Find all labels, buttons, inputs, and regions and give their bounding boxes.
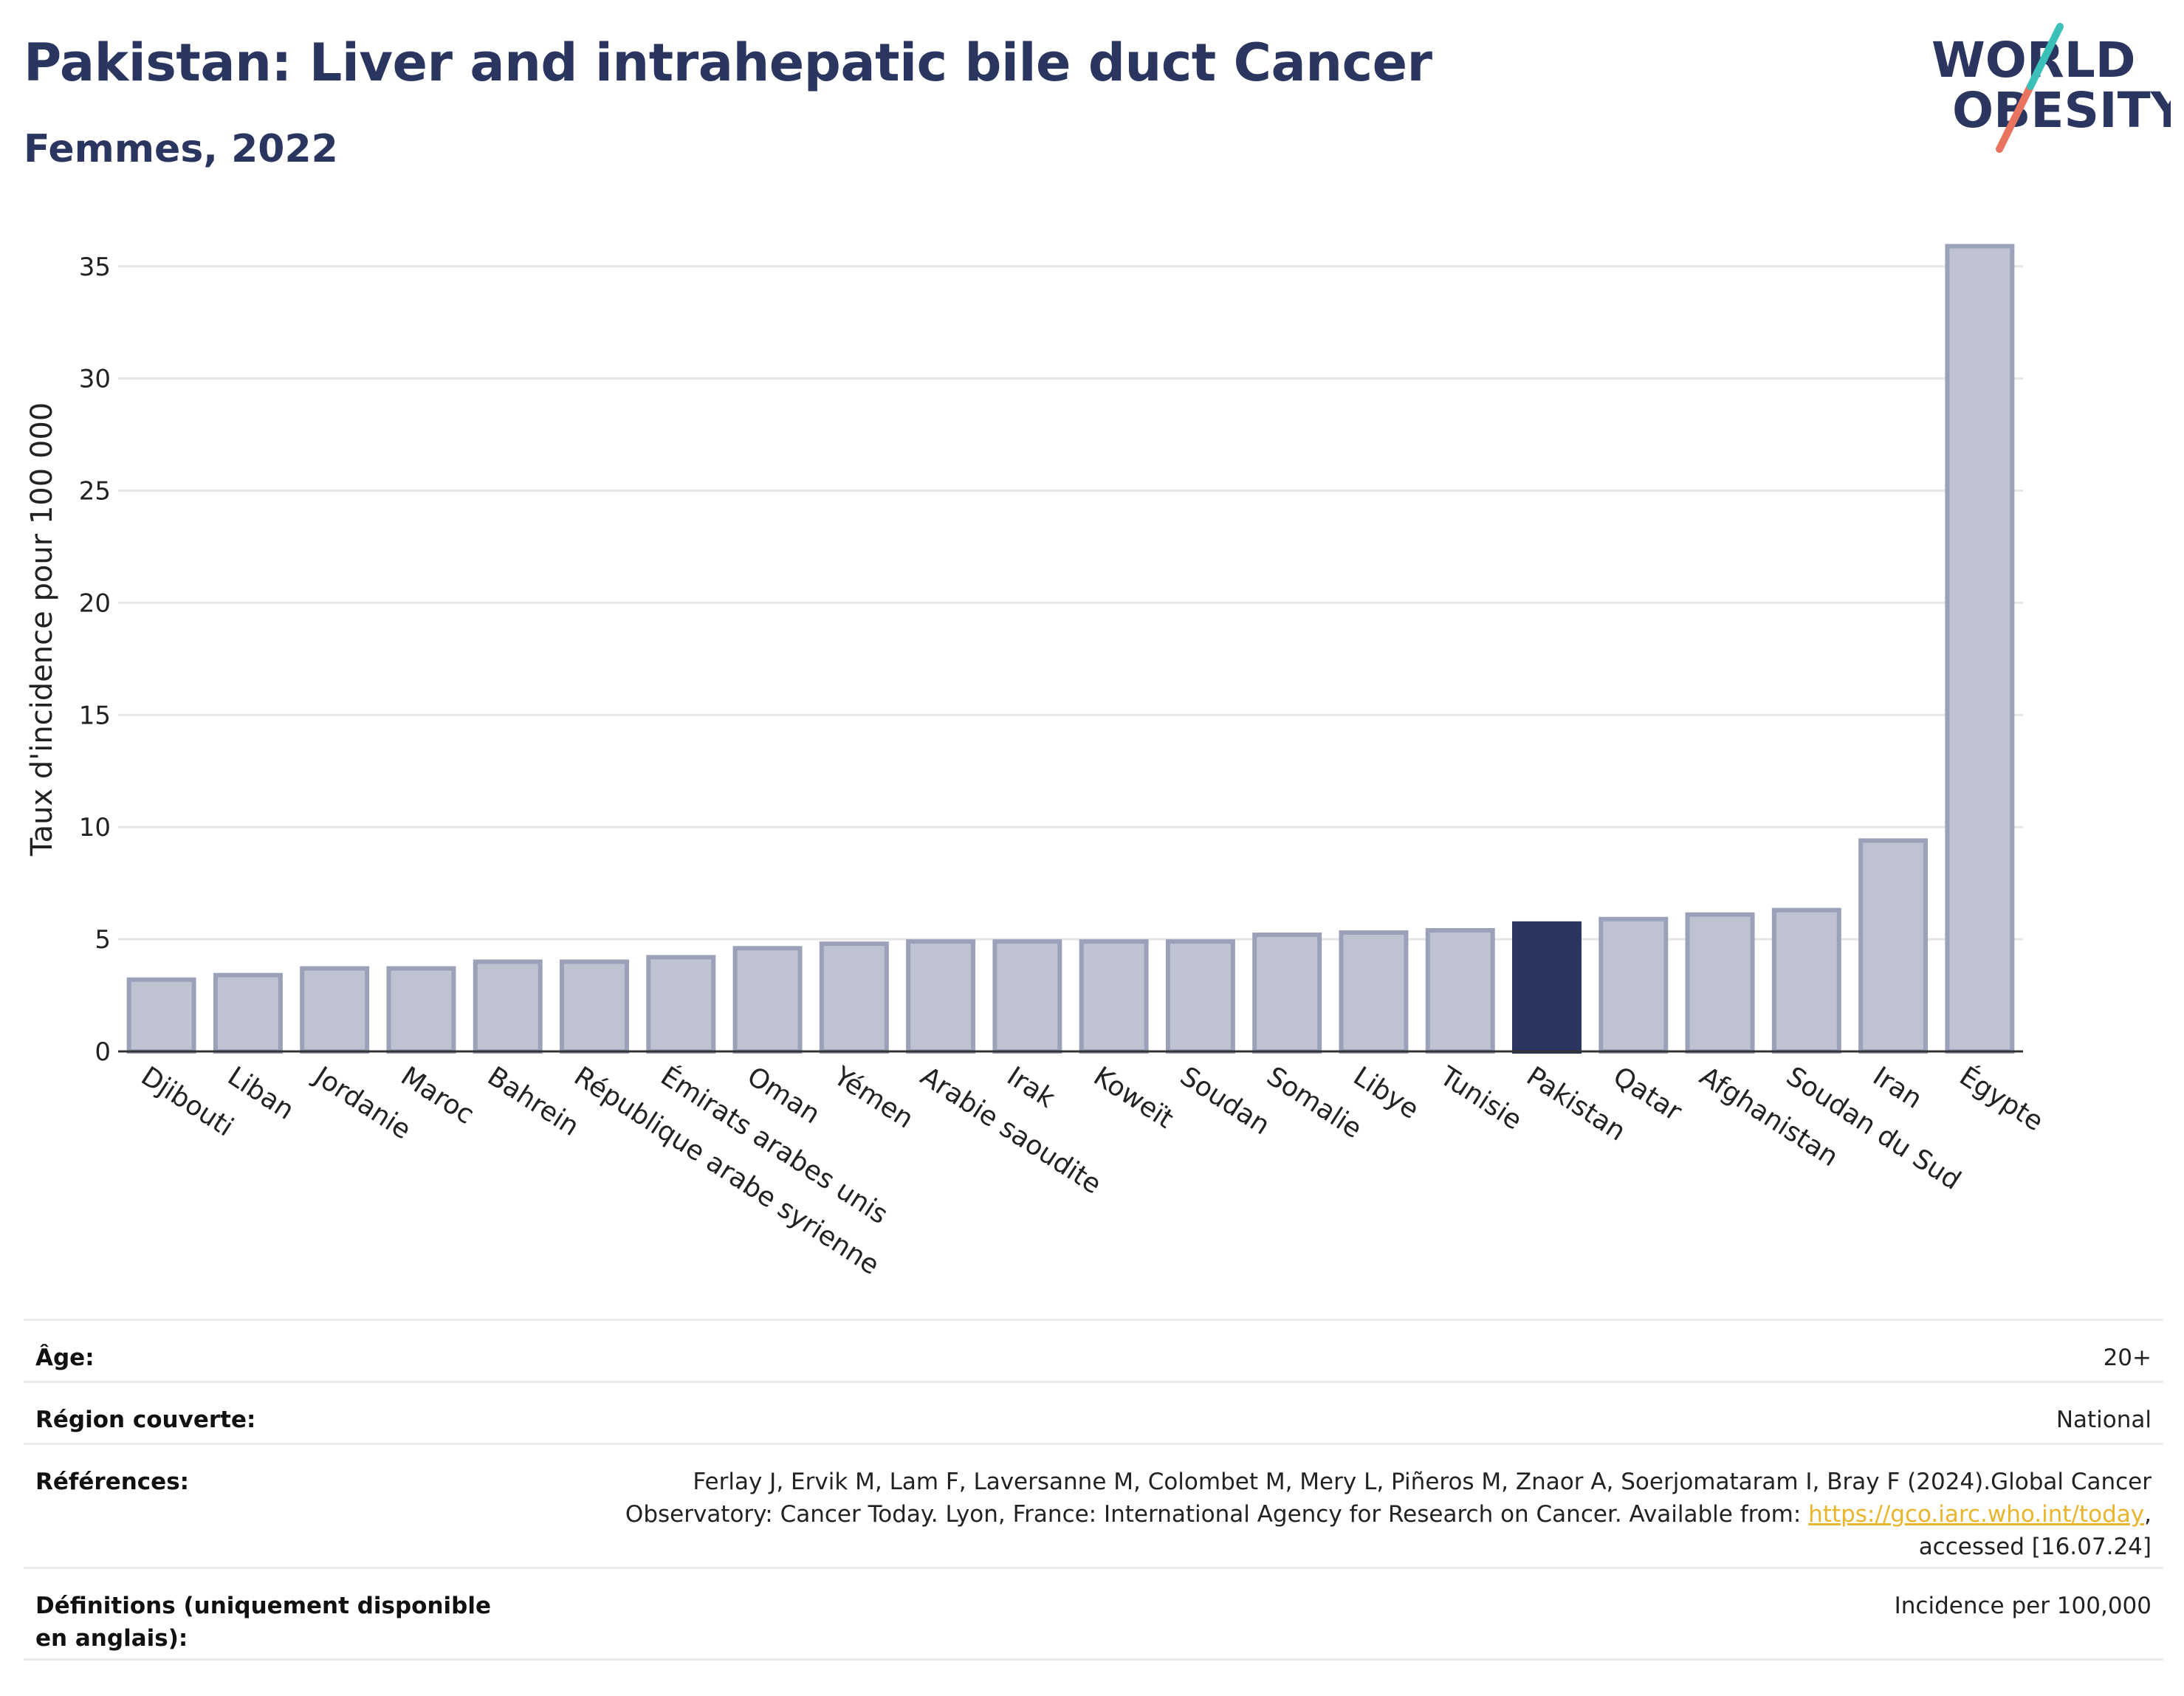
world-obesity-logo: WORLD OBESITY [1931, 23, 2171, 153]
bar-arabie-saoudite [906, 939, 976, 1054]
x-tick-label: Iran [1867, 1061, 1927, 1115]
references-accessed: , accessed [16.07.24] [1918, 1501, 2152, 1560]
bar-r-publique-arabe-syrienne [560, 959, 629, 1054]
info-row-age: Âge: 20+ [24, 1319, 2163, 1381]
region-value: National [2056, 1407, 2152, 1433]
references-link[interactable]: https://gco.iarc.who.int/today [1808, 1501, 2145, 1528]
y-tick-label: 20 [79, 588, 111, 618]
info-bottom-divider [24, 1658, 2163, 1661]
x-tick-label: Soudan [1175, 1061, 1275, 1141]
x-tick-label: Koweït [1088, 1061, 1179, 1135]
region-label: Région couverte: [35, 1407, 256, 1433]
y-tick-label: 15 [79, 701, 111, 730]
y-tick-label: 35 [79, 253, 111, 282]
info-row-definitions: Définitions (uniquement disponible en an… [24, 1567, 2163, 1658]
bar-maroc [386, 966, 456, 1054]
bar-oman [732, 946, 803, 1054]
definitions-value: Incidence per 100,000 [1894, 1593, 2152, 1619]
x-tick-label: Jordanie [308, 1060, 416, 1145]
bar-somalie [1252, 933, 1322, 1054]
age-value: 20+ [2103, 1345, 2152, 1371]
info-table: Âge: 20+ Région couverte: National Référ… [24, 1319, 2163, 1661]
y-tick-label: 5 [95, 925, 111, 955]
x-tick-label: Irak [1001, 1061, 1060, 1114]
info-row-references: Références: Ferlay J, Ervik M, Lam F, La… [24, 1443, 2163, 1567]
x-tick-label: Djibouti [136, 1061, 238, 1142]
info-row-region: Région couverte: National [24, 1381, 2163, 1443]
x-tick-label: Pakistan [1521, 1061, 1631, 1147]
y-tick-label: 10 [79, 813, 111, 842]
bar-bahrein [473, 959, 543, 1054]
x-tick-label: Tunisie [1434, 1061, 1527, 1136]
bar-chart: 0 5 10 15 20 25 30 35 Taux d'incidence pour 100 … [25, 244, 2049, 1281]
references-value: Ferlay J, Ervik M, Lam F, Laversanne M, … [586, 1466, 2152, 1567]
x-tick-label: Bahrein [482, 1061, 585, 1142]
age-label: Âge: [35, 1345, 95, 1371]
tick-labels: 0 5 10 15 20 25 30 35 Taux d'incidence pour 100 … [25, 253, 2049, 1281]
y-tick-label: 30 [79, 365, 111, 394]
bar-tunisie [1425, 927, 1495, 1054]
bar-soudan [1165, 939, 1235, 1054]
bar-liban [213, 972, 283, 1054]
bar-libye [1339, 930, 1409, 1054]
bar-iran [1858, 838, 1929, 1054]
bar-soudan-du-sud [1771, 907, 1841, 1054]
bar--gypte [1945, 244, 2015, 1054]
logo-line2: OBESITY [1952, 82, 2171, 139]
bars [126, 244, 2015, 1054]
bar-irak [992, 939, 1062, 1054]
bar-y-men [819, 941, 889, 1054]
bar-qatar [1598, 916, 1669, 1054]
bar--mirats-arabes-unis [646, 955, 716, 1054]
page-subtitle: Femmes, 2022 [24, 127, 338, 171]
page-title: Pakistan: Liver and intrahepatic bile du… [24, 32, 1432, 93]
bar-pakistan [1512, 921, 1582, 1054]
y-tick-label: 0 [95, 1037, 111, 1067]
bar-afghanistan [1685, 912, 1755, 1054]
references-label: Références: [35, 1469, 190, 1495]
y-axis-title: Taux d'incidence pour 100 000 [25, 402, 59, 856]
y-tick-label: 25 [79, 477, 111, 507]
x-tick-label: Somalie [1261, 1061, 1367, 1144]
grid-lines [118, 265, 2023, 941]
bar-kowe-t [1079, 939, 1149, 1054]
x-tick-label: Égypte [1954, 1060, 2049, 1137]
definitions-label: Définitions (uniquement disponible en an… [35, 1593, 492, 1652]
references-text: Ferlay J, Ervik M, Lam F, Laversanne M, … [625, 1469, 2152, 1528]
bar-djibouti [126, 977, 196, 1054]
x-tick-label: Yémen [828, 1061, 918, 1135]
bar-jordanie [300, 966, 370, 1054]
